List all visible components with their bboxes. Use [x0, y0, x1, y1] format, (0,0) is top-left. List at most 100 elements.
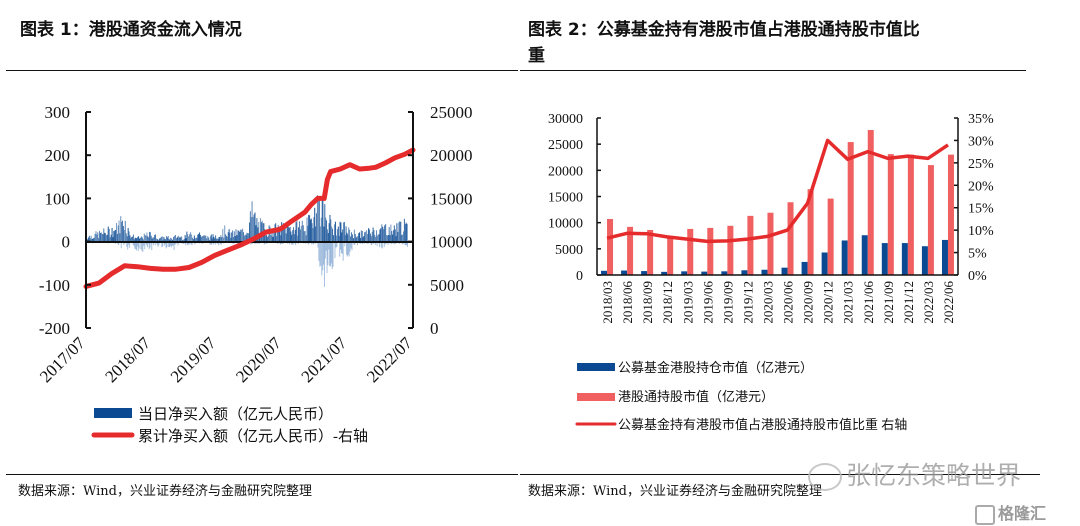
connect-holding-bar: [927, 165, 934, 275]
connect-holding-bar: [667, 236, 674, 275]
fund-holding-bar: [761, 269, 768, 275]
figure2-title-line1: 图表 2：公募基金持有港股市值占港股通持股市值比: [528, 20, 920, 40]
fund-holding-bar: [901, 243, 908, 275]
legend-label-daily: 当日净买入额（亿元人民币）: [138, 406, 333, 423]
connect-holding-bar: [947, 154, 954, 275]
x-axis-tick-label: 2021/03: [841, 281, 856, 324]
fund-holding-bar: [941, 239, 948, 275]
x-axis-tick-label: 2020/09: [801, 281, 816, 324]
x-axis-tick-label: 2017/07: [36, 333, 89, 386]
right-axis-tick-label: 25%: [968, 157, 994, 172]
chart1-cumulative-line: [83, 147, 416, 289]
legend-swatch-connect: [577, 393, 615, 401]
chart1: 300 200 100 0 -100 -200 25000 20000 15000 10000 5…: [36, 103, 473, 445]
fund-holding-bar: [701, 271, 708, 275]
left-axis-tick-label: -100: [39, 276, 70, 295]
fund-holding-bar: [881, 243, 888, 275]
x-axis-tick-label: 2020/07: [232, 333, 285, 386]
figure1-source: 数据来源：Wind，兴业证券经济与金融研究院整理: [18, 484, 312, 499]
x-axis-tick-label: 2022/07: [363, 333, 416, 386]
x-axis-tick-label: 2019/06: [700, 281, 715, 324]
left-axis-tick-label: -200: [39, 319, 70, 338]
left-axis-tick-label: 5000: [555, 243, 583, 258]
fund-holding-bar: [801, 261, 808, 275]
x-axis-tick-label: 2018/06: [620, 281, 635, 324]
right-axis-tick-label: 0: [430, 319, 439, 338]
x-axis-tick-label: 2018/03: [600, 281, 615, 324]
left-axis-tick-label: 0: [576, 269, 583, 284]
connect-holding-bar: [847, 142, 854, 275]
chart2-ratio-line: [606, 138, 949, 244]
connect-holding-bar: [607, 219, 614, 275]
legend-swatch-fund: [577, 363, 615, 371]
x-axis-tick-label: 2020/06: [781, 281, 796, 324]
fund-holding-bar: [841, 240, 848, 275]
watermark-brand-label: 格隆汇: [998, 504, 1047, 523]
x-axis-tick-label: 2020/12: [821, 281, 836, 324]
fund-holding-bar: [601, 270, 608, 275]
watermark-label: 张忆东策略世界: [846, 461, 1022, 490]
fund-holding-bar: [641, 271, 648, 275]
connect-holding-bar: [867, 130, 874, 275]
legend-label-cumulative: 累计净买入额（亿元人民币）-右轴: [138, 428, 368, 445]
figure2-title-rule: [520, 70, 1026, 71]
fund-holding-bar: [621, 270, 628, 275]
fund-holding-bar: [741, 270, 748, 275]
left-axis-tick-label: 10000: [548, 217, 583, 232]
connect-holding-bar: [827, 198, 834, 275]
connect-holding-bar: [767, 212, 774, 275]
right-axis-tick-label: 5%: [968, 247, 987, 262]
fund-holding-bar: [781, 267, 788, 275]
chart2-bars: [601, 130, 954, 275]
fund-holding-bar: [681, 271, 688, 275]
connect-holding-bar: [807, 189, 814, 275]
connect-holding-bar: [747, 215, 754, 275]
right-axis-tick-label: 10%: [968, 224, 994, 239]
fund-holding-bar: [821, 252, 828, 275]
x-axis-tick-label: 2021/12: [901, 281, 916, 324]
connect-holding-bar: [687, 228, 694, 275]
fund-holding-bar: [661, 271, 668, 275]
right-axis-tick-label: 30%: [968, 134, 994, 149]
x-axis-tick-label: 2022/06: [941, 281, 956, 324]
x-axis-tick-label: 2021/07: [298, 333, 351, 386]
fund-holding-bar: [721, 271, 728, 275]
connect-holding-bar: [647, 229, 654, 275]
right-axis-tick-label: 0%: [968, 269, 987, 284]
chart1-x-ticks: 2017/07 2018/07 2019/07 2020/07 2021/07 2022/…: [36, 333, 416, 386]
right-axis-tick-label: 35%: [968, 112, 994, 127]
watermark-text: 张忆东策略世界: [808, 456, 1021, 492]
chart1-right-axis: 25000 20000 15000 10000 5000 0: [408, 103, 473, 338]
right-axis-tick-label: 20%: [968, 179, 994, 194]
chart2-x-ticks: 2018/03 2018/06 2018/09 2018/12 2019/03 2019/…: [600, 281, 956, 324]
connect-holding-bar: [787, 202, 794, 275]
x-axis-tick-label: 2018/12: [660, 281, 675, 324]
left-axis-tick-label: 0: [62, 233, 71, 252]
chart2: 30000 25000 20000 15000 10000 5000 0 35% 30% 25%…: [548, 112, 994, 432]
watermark-brand: 格隆汇: [975, 500, 1046, 525]
connect-holding-bar: [907, 154, 914, 275]
right-axis-tick-label: 15000: [430, 189, 473, 208]
left-axis-tick-label: 15000: [548, 191, 583, 206]
figure2-source: 数据来源：Wind，兴业证券经济与金融研究院整理: [528, 484, 822, 499]
fund-holding-bar: [921, 246, 928, 275]
x-axis-tick-label: 2018/09: [640, 281, 655, 324]
x-axis-tick-label: 2019/12: [740, 281, 755, 324]
connect-holding-bar: [887, 154, 894, 275]
left-axis-tick-label: 300: [45, 103, 71, 122]
wechat-icon: [808, 463, 842, 491]
right-axis-tick-label: 25000: [430, 103, 473, 122]
x-axis-tick-label: 2021/06: [861, 281, 876, 324]
connect-holding-bar: [627, 226, 634, 275]
figure2-title-line2: 重: [528, 46, 545, 66]
x-axis-tick-label: 2019/09: [720, 281, 735, 324]
legend-swatch-daily: [94, 408, 132, 418]
legend-label-connect: 港股通持股市值（亿港元）: [618, 389, 774, 404]
x-axis-tick-label: 2022/03: [921, 281, 936, 324]
legend-label-fund: 公募基金港股持仓市值（亿港元）: [618, 360, 813, 375]
right-axis-tick-label: 5000: [430, 276, 464, 295]
left-axis-tick-label: 30000: [548, 112, 583, 127]
x-axis-tick-label: 2018/07: [101, 333, 154, 386]
x-axis-tick-label: 2021/09: [881, 281, 896, 324]
figure2-source-rule: [520, 474, 1040, 475]
